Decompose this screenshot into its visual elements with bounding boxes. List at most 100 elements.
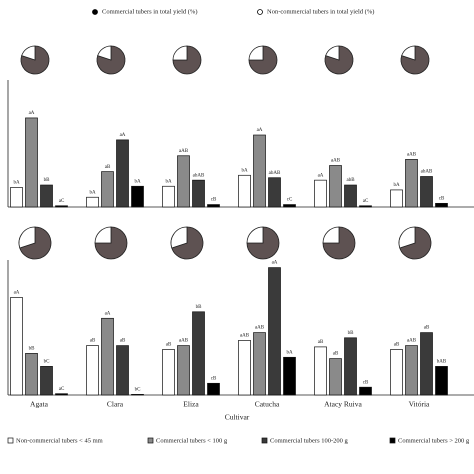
bar-letter: bA [89, 190, 96, 195]
x-axis-label: Cultivar [225, 413, 250, 422]
bar-letter: aA [120, 133, 126, 138]
bar-letter: aC [59, 387, 65, 392]
bar-letter: aAB [331, 159, 341, 164]
bar-letter: cB [363, 380, 369, 385]
legend-swatch [7, 437, 14, 444]
bar-letter: bA [13, 181, 20, 186]
bar-letter: bA [286, 350, 293, 355]
bar [253, 134, 266, 208]
bar-letter: bAB [437, 360, 447, 365]
bar-letter: abAB [193, 173, 205, 178]
bar [268, 267, 281, 396]
bar [162, 349, 175, 396]
legend-label: Commercial tubers < 100 g [156, 437, 228, 444]
bar [162, 185, 175, 208]
bar [420, 332, 433, 396]
bar-letter: bB [348, 331, 355, 336]
bar-letter: aC [363, 199, 369, 204]
bar [283, 356, 296, 396]
bar [207, 204, 220, 208]
bar [86, 196, 99, 208]
pie-slice [398, 226, 416, 249]
bar [207, 382, 220, 396]
bar-letter: cC [287, 198, 293, 203]
legend-label: Non-commercial tubers < 45 mm [16, 437, 103, 444]
pie-slice [97, 45, 112, 61]
pie-slice [246, 226, 264, 244]
bar [101, 171, 114, 208]
bar [192, 179, 205, 208]
legend-label: Commercial tubers in total yield (%) [102, 8, 198, 15]
bar-letter: aAB [240, 334, 250, 339]
bar [131, 394, 144, 396]
bar [116, 139, 129, 208]
bar [40, 366, 53, 396]
bar-letter: aB [90, 339, 96, 344]
bar [390, 349, 403, 396]
bar-letter: aB [105, 165, 111, 170]
x-tick-label: Vitória [409, 400, 430, 409]
legend-swatch [147, 437, 154, 444]
bar-letter: aAB [179, 339, 189, 344]
bar [25, 353, 38, 396]
bar [283, 204, 296, 208]
bar [116, 345, 129, 396]
bar-letter: bA [165, 179, 172, 184]
bar-letter: aAB [179, 149, 189, 154]
bar-letter: abB [346, 178, 355, 183]
legend-label: Commercial tubers 100-200 g [270, 437, 349, 444]
pie-slice [322, 226, 356, 260]
bar [10, 187, 23, 208]
bar [435, 202, 448, 208]
bar-letter: aA [318, 173, 324, 178]
bar-letter: aB [333, 352, 339, 357]
bar [55, 393, 68, 396]
bar [390, 189, 403, 208]
bar-letter: cB [439, 196, 445, 201]
bar-letter: aAB [407, 339, 417, 344]
bar [329, 165, 342, 208]
legend-swatch [261, 437, 268, 444]
bar [238, 340, 251, 396]
bar [25, 117, 38, 208]
bar [101, 317, 114, 396]
bar-letter: bA [134, 179, 141, 184]
bar [10, 297, 23, 396]
x-tick-label: Agata [30, 400, 49, 409]
bar [177, 155, 190, 208]
bar-letter: bC [135, 387, 142, 392]
bar-letter: aA [14, 291, 20, 296]
pie-slice [21, 45, 36, 61]
bar-letter: aA [257, 128, 263, 133]
legend-marker [92, 9, 98, 15]
x-tick-label: Atacy Ruiva [324, 400, 362, 409]
bar [253, 332, 266, 396]
pie-slice [248, 45, 278, 75]
bar [329, 358, 342, 396]
x-tick-label: Catucha [255, 400, 280, 409]
bar [435, 366, 448, 396]
bar-letter: aB [166, 343, 172, 348]
bar-letter: aA [105, 311, 111, 316]
pie-slice [172, 45, 188, 61]
bar [405, 345, 418, 396]
bar-letter: aB [394, 343, 400, 348]
bar-letter: abAB [269, 171, 281, 176]
pie-slice [172, 45, 202, 75]
pie-slice [401, 45, 416, 61]
x-tick-label: Eliza [183, 400, 199, 409]
pie-slice [18, 226, 36, 249]
bar [131, 185, 144, 208]
bar [314, 179, 327, 208]
bar-letter: abAB [421, 170, 433, 175]
bar [268, 177, 281, 208]
bar-letter: bB [44, 178, 51, 183]
bar [40, 184, 53, 208]
pie-slice [94, 226, 128, 260]
bar-letter: aB [318, 340, 324, 345]
bar-letter: aC [59, 199, 65, 204]
bar [177, 345, 190, 396]
pie-slice [325, 45, 340, 61]
legend-marker [257, 9, 263, 15]
